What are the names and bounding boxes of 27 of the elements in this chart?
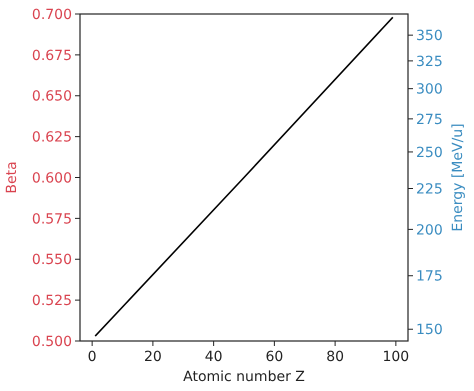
y-tick-label: 0.700	[32, 6, 72, 23]
y2-tick-label: 225	[416, 181, 443, 198]
x-tick-label: 80	[326, 349, 344, 365]
y-tick-label: 0.500	[32, 334, 72, 350]
y2-axis-title: Energy [MeV/u]	[450, 123, 466, 232]
y2-tick-label: 275	[416, 112, 443, 128]
y-tick-label: 0.575	[32, 211, 72, 228]
y2-tick-label: 200	[416, 222, 443, 238]
x-axis-title: Atomic number Z	[183, 369, 305, 385]
y-tick-label: 0.550	[32, 252, 72, 268]
x-tick-label: 100	[382, 349, 410, 365]
x-tick-label: 20	[144, 349, 162, 365]
x-tick-label: 60	[265, 349, 284, 365]
y2-tick-label: 300	[416, 82, 443, 98]
x-tick-label: 0	[88, 349, 97, 365]
y2-tick-label: 325	[416, 54, 443, 70]
y-axis-title: Beta	[4, 161, 20, 194]
y-tick-label: 0.525	[32, 293, 72, 310]
y-tick-label: 0.625	[32, 130, 72, 146]
y-tick-label: 0.600	[32, 170, 72, 186]
y-tick-label: 0.650	[32, 88, 72, 105]
x-tick-label: 40	[204, 349, 223, 365]
y2-tick-label: 175	[416, 268, 443, 285]
y2-tick-label: 150	[416, 322, 443, 338]
y2-tick-label: 250	[416, 144, 443, 161]
y2-tick-label: 350	[416, 28, 443, 44]
y-tick-label: 0.675	[32, 48, 72, 64]
